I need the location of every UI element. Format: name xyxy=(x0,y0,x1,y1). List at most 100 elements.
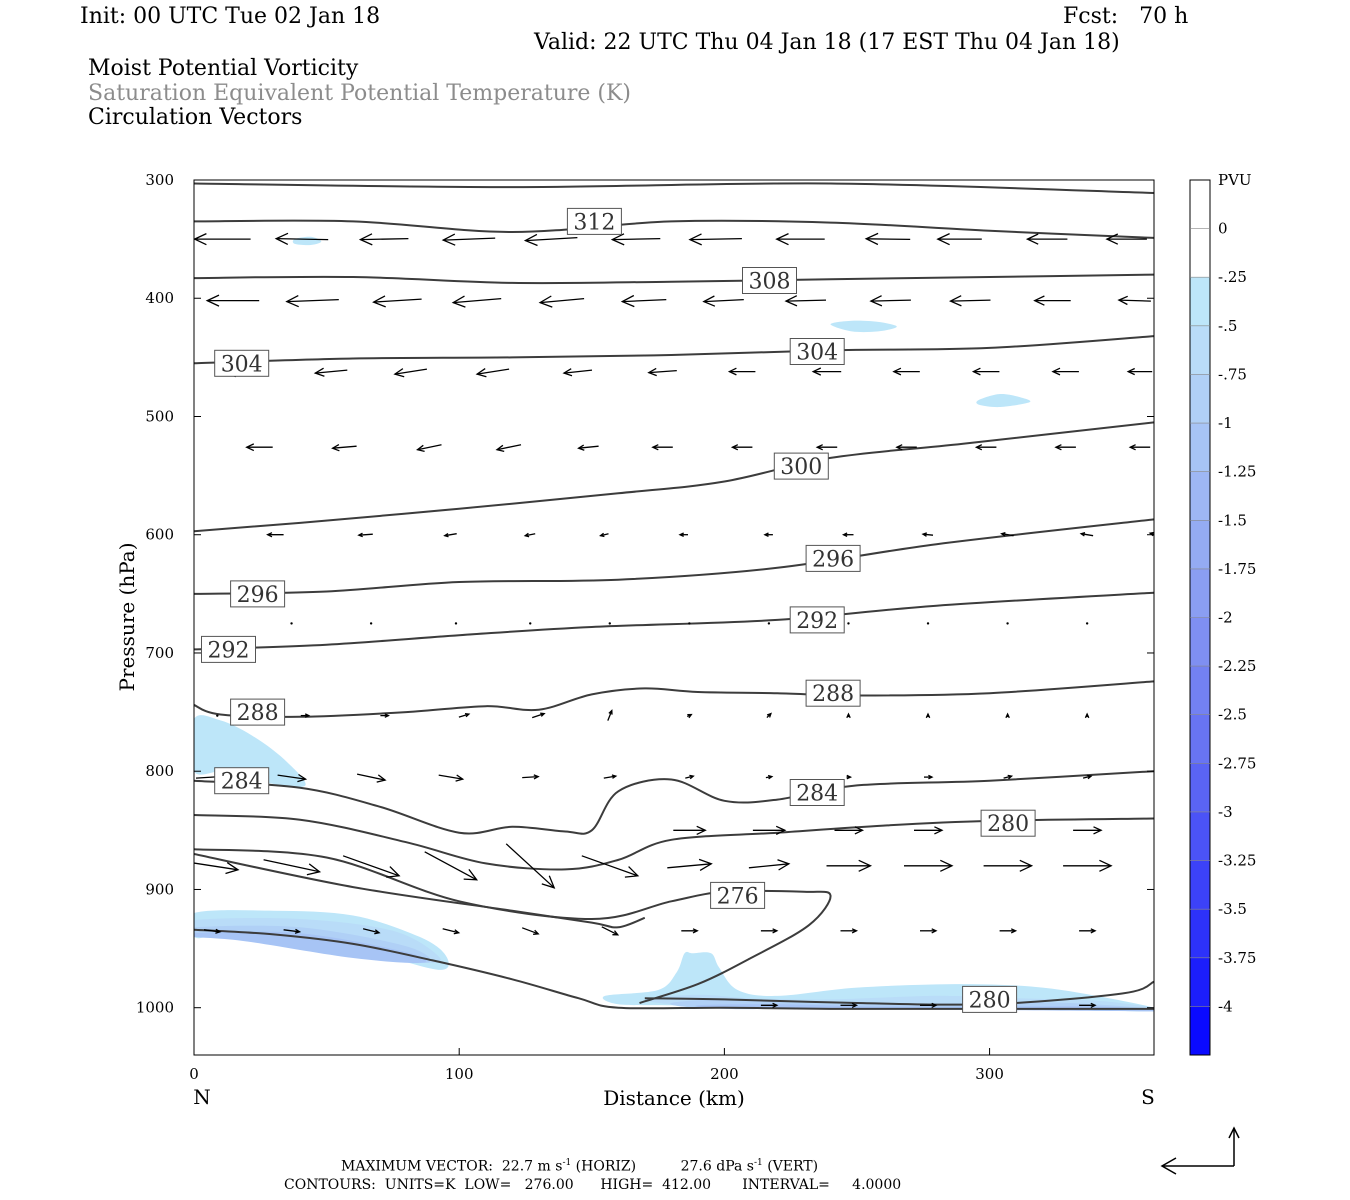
circulation-vector xyxy=(1025,233,1068,245)
axis-layer: 300 400 500 600 700 800 900 1000 0 100 200 300 N S xyxy=(136,171,1155,1109)
circulation-vector xyxy=(815,444,838,451)
y-tick-label: 800 xyxy=(145,762,174,780)
vector-dot xyxy=(847,622,850,625)
vector-head xyxy=(523,532,530,538)
circulation-vector xyxy=(274,232,329,245)
contour-label-box xyxy=(773,452,829,480)
circulation-vector xyxy=(442,928,461,935)
vector-shaft xyxy=(522,775,539,779)
contour-label-text: 284 xyxy=(796,782,838,807)
vector-shaft xyxy=(603,775,616,779)
colorbar-label: -.5 xyxy=(1218,317,1237,335)
circulation-vector xyxy=(688,233,742,246)
vector-head xyxy=(925,712,931,719)
circulation-vector xyxy=(847,622,850,625)
circulation-vector xyxy=(678,532,688,537)
vector-head xyxy=(702,295,716,307)
isentrope-line xyxy=(194,518,1154,595)
vector-head xyxy=(772,928,779,934)
contour-label-box xyxy=(789,606,845,634)
vector-shaft xyxy=(540,297,585,304)
vector-head xyxy=(274,232,289,245)
vector-head xyxy=(948,295,962,307)
circulation-vector xyxy=(358,233,409,246)
reference-vector-icon xyxy=(1160,1126,1240,1175)
plot-frame xyxy=(193,179,1155,1056)
isentrope-line xyxy=(194,814,1154,871)
vector-shaft xyxy=(922,533,934,536)
colorbar-swatch xyxy=(1190,957,1210,1007)
vector-head xyxy=(687,713,693,719)
circulation-vector xyxy=(1128,444,1151,451)
vector-head xyxy=(611,774,618,779)
isentrope-line xyxy=(194,591,1154,651)
max-vert-value: 27.6 xyxy=(680,1158,712,1175)
max-vert-tag: (VERT) xyxy=(767,1158,819,1175)
circulation-vector xyxy=(531,712,546,719)
contour-label-box xyxy=(201,635,256,663)
circulation-vector xyxy=(451,295,502,308)
circulation-vector xyxy=(608,622,611,625)
vector-shaft xyxy=(356,773,386,781)
max-vector-line: MAXIMUM VECTOR: 22.7 m s-1 (HORIZ) 27.6 … xyxy=(341,1159,818,1174)
vector-shaft xyxy=(362,928,380,934)
vector-head xyxy=(763,532,769,537)
contour-label-text: 292 xyxy=(208,638,250,663)
vector-head xyxy=(698,858,713,871)
circulation-vector xyxy=(495,444,522,453)
vector-head xyxy=(455,774,465,782)
vector-head xyxy=(266,532,273,538)
max-horiz-value: 22.7 xyxy=(501,1158,534,1175)
circulation-vector xyxy=(687,713,693,719)
circulation-vector xyxy=(607,709,613,721)
colorbar-swatch xyxy=(1190,228,1210,278)
circulation-vector xyxy=(864,232,911,246)
vector-shaft xyxy=(458,713,470,718)
colorbar-label: -1.25 xyxy=(1218,463,1256,481)
vector-head xyxy=(205,294,220,307)
colorbar-unit: PVU xyxy=(1218,171,1252,189)
vector-head xyxy=(647,367,657,377)
circulation-vector xyxy=(562,368,593,377)
vector-head xyxy=(869,295,883,307)
circulation-vector xyxy=(1054,444,1076,451)
contour-label-text: 288 xyxy=(237,701,279,726)
contour-label: 292 xyxy=(789,606,845,634)
circulation-vector xyxy=(521,927,540,935)
colorbar-swatch xyxy=(1190,568,1210,618)
vector-head xyxy=(858,859,873,872)
vector-head xyxy=(533,774,540,780)
contour-label: 292 xyxy=(201,635,256,663)
contour-label-text: 304 xyxy=(796,341,838,366)
contour-label-text: 280 xyxy=(969,988,1011,1013)
colorbar-swatch xyxy=(1190,180,1210,230)
contour-label: 280 xyxy=(962,985,1018,1013)
vector-dot xyxy=(1085,622,1089,625)
circulation-vector xyxy=(765,774,774,780)
colorbar-label: 0 xyxy=(1218,220,1228,238)
circulation-vector xyxy=(766,712,772,719)
vector-dot xyxy=(1006,622,1009,625)
circulation-vector xyxy=(1033,295,1071,306)
vector-head xyxy=(624,866,640,878)
vector-head xyxy=(851,1002,859,1008)
circulation-vector xyxy=(357,532,373,538)
circulation-vector xyxy=(924,774,934,780)
colorbar-swatch xyxy=(1190,811,1210,862)
circulation-vector xyxy=(826,859,873,872)
vector-dot xyxy=(290,622,293,625)
vector-head xyxy=(453,929,461,935)
vector-head xyxy=(846,774,853,780)
isentrope-line xyxy=(194,421,1154,533)
vector-head xyxy=(1033,295,1045,306)
circulation-vector xyxy=(505,843,556,889)
pv-shading-region xyxy=(194,931,427,964)
isentrope-line xyxy=(194,680,1154,718)
vector-head xyxy=(688,233,702,246)
vector-head xyxy=(892,367,902,376)
vector-head xyxy=(538,295,553,308)
vector-head xyxy=(443,532,449,538)
init-time: Init: 00 UTC Tue 02 Jan 18 xyxy=(80,4,381,29)
colorbar-label: -.25 xyxy=(1218,268,1247,286)
circulation-vector xyxy=(840,1002,859,1008)
